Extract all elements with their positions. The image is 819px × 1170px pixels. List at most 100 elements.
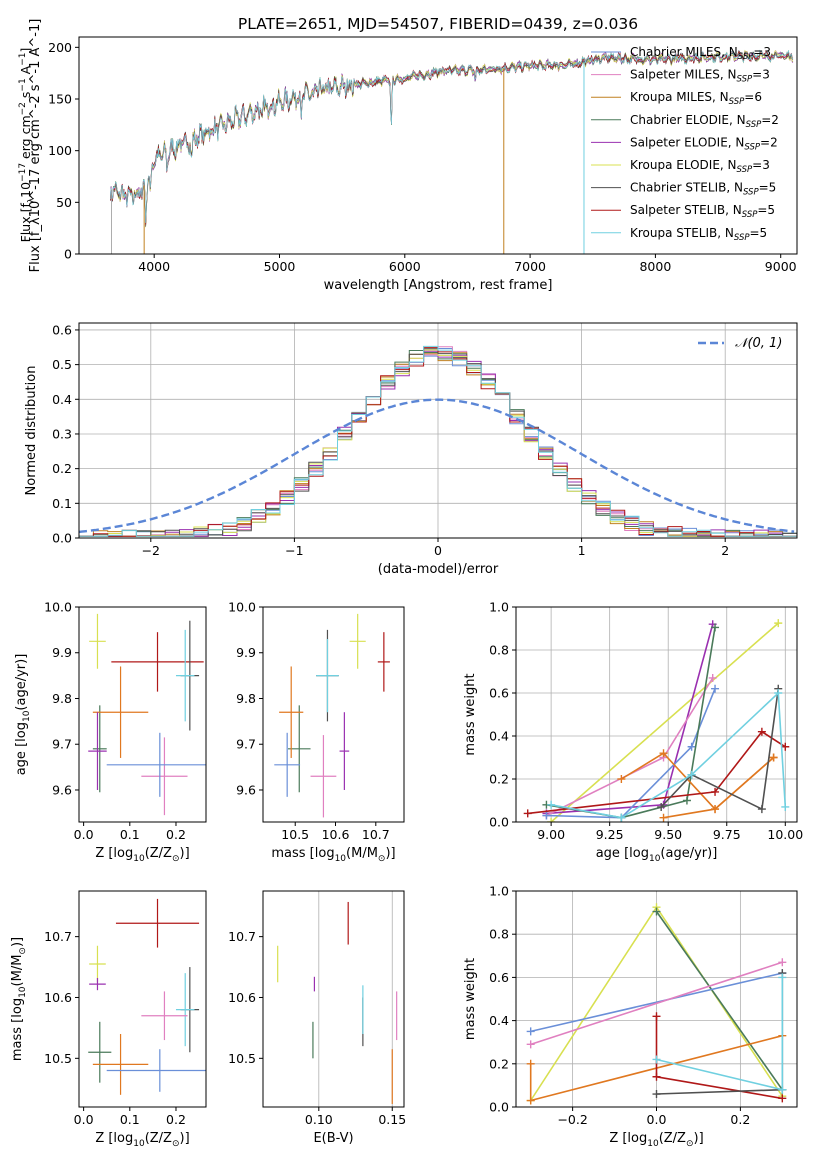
x-tick-label: 0.2 xyxy=(166,1112,186,1127)
y-tick-label: 10.5 xyxy=(228,1051,256,1066)
y-tick-label: 10.5 xyxy=(44,1051,72,1066)
y-tick-label: 1.0 xyxy=(489,884,509,899)
y-tick-label: 0.8 xyxy=(489,643,509,658)
x-tick-label: −2 xyxy=(142,543,160,558)
weight-vs-metallicity-panel: −0.2 0.0 0.2 0.0 0.2 0.4 0.6 0.8 1.0 Z [log10(Z/Z… xyxy=(463,884,798,1149)
y-axis-label: mass weight xyxy=(463,673,478,755)
series-marker xyxy=(778,958,787,967)
series-line xyxy=(546,627,716,819)
errorbar-point xyxy=(175,629,195,722)
legend-entry: Salpeter MILES, NSSP=3 xyxy=(630,68,770,85)
errorbar-point xyxy=(115,898,200,948)
plot-area xyxy=(88,898,206,1095)
series-marker xyxy=(708,673,717,682)
legend-entry: Kroupa MILES, NSSP=6 xyxy=(630,90,762,107)
x-tick-label: 0.2 xyxy=(730,1112,750,1127)
errorbar-point xyxy=(88,712,107,790)
series-marker xyxy=(547,818,556,822)
y-tick-label: 100 xyxy=(48,143,72,158)
x-tick-label: 10.5 xyxy=(281,827,309,842)
y-axis-label: Flux [f_λ10^-17 erg cm^-2 s^-1 A^-1] xyxy=(28,19,43,273)
series-marker xyxy=(652,1090,661,1099)
spectrum-line xyxy=(110,50,794,226)
errorbar-point xyxy=(111,632,204,692)
x-tick-label: −0.2 xyxy=(557,1112,587,1127)
axis-label: age [log10(age/yr)] xyxy=(14,654,32,776)
x-tick-label: 9000 xyxy=(765,259,797,274)
x-tick-label: 0.1 xyxy=(120,827,140,842)
axes-frame xyxy=(78,606,207,823)
y-tick-label: 9.8 xyxy=(52,691,72,706)
errorbar-point xyxy=(310,735,337,818)
series-marker xyxy=(657,802,666,811)
series-marker xyxy=(542,811,551,820)
axis-label: mass [log10(M/M⊙)] xyxy=(271,846,395,864)
x-axis-label: (data-model)/error xyxy=(378,562,499,577)
series-marker xyxy=(659,749,668,758)
x-tick-label: 0.0 xyxy=(74,827,94,842)
plot-area xyxy=(110,49,794,254)
series-marker xyxy=(652,1012,661,1021)
series-line xyxy=(656,973,784,1095)
axes-frame xyxy=(78,36,798,255)
series-marker xyxy=(652,907,661,916)
series-marker xyxy=(682,796,691,805)
plot-area xyxy=(277,901,398,1104)
plot-area xyxy=(274,613,390,818)
x-tick-label: 5000 xyxy=(264,259,296,274)
y-tick-label: 0 xyxy=(64,247,72,262)
y-tick-label: 0.2 xyxy=(489,1056,509,1071)
series-marker xyxy=(711,684,720,693)
x-tick-label: 10.00 xyxy=(767,827,803,842)
y-tick-label: 9.9 xyxy=(236,645,256,660)
residual-histogram-panel: −2 −1 0 1 2 0.0 0.1 0.2 0.3 0.4 0.5 0.6 (data-model)… xyxy=(24,322,798,577)
errorbar-point xyxy=(141,737,188,816)
y-tick-label: 200 xyxy=(48,40,72,55)
legend-entry: Chabrier MILES, NSSP=3 xyxy=(630,45,771,62)
series-marker xyxy=(526,1096,535,1105)
y-axis-label: Normed distribution xyxy=(24,366,39,496)
x-tick-label: 10.6 xyxy=(322,827,350,842)
errorbar-point xyxy=(141,991,188,1041)
x-tick-label: 0.2 xyxy=(166,827,186,842)
legend-entry: 𝒩(0, 1) xyxy=(735,336,782,351)
errorbar-point xyxy=(316,639,339,713)
series-line xyxy=(660,688,780,811)
x-tick-label: 4000 xyxy=(138,259,170,274)
axes-frame xyxy=(515,606,798,823)
y-tick-label: 0.6 xyxy=(489,686,509,701)
y-tick-label: 0.6 xyxy=(52,322,72,337)
figure-title: PLATE=2651, MJD=54507, FIBERID=0439, z=0… xyxy=(238,15,638,33)
series-marker xyxy=(687,770,696,779)
y-tick-label: 0.4 xyxy=(489,729,509,744)
errorbar-point xyxy=(279,666,304,758)
errorbar-point xyxy=(92,1033,149,1095)
series-marker xyxy=(711,787,720,796)
y-tick-label: 150 xyxy=(48,92,72,107)
y-tick-label: 9.6 xyxy=(236,782,256,797)
axes-frame xyxy=(78,890,207,1108)
y-tick-label: 0.2 xyxy=(52,461,72,476)
legend-entry: Salpeter ELODIE, NSSP=2 xyxy=(630,135,778,152)
series-marker xyxy=(781,742,790,751)
y-tick-label: 0.6 xyxy=(489,970,509,985)
series-line xyxy=(655,1016,783,1100)
gaussian-curve xyxy=(79,398,795,534)
plot-area xyxy=(88,613,206,816)
x-tick-label: 0.0 xyxy=(647,1112,667,1127)
errorbar-point xyxy=(175,973,195,1047)
x-tick-label: 9.50 xyxy=(654,827,682,842)
legend-entry: Chabrier ELODIE, NSSP=2 xyxy=(630,113,779,130)
series-marker xyxy=(774,619,783,628)
series-marker xyxy=(652,1072,661,1081)
errorbar-point xyxy=(106,1049,206,1092)
series-marker xyxy=(778,1085,787,1094)
series-line xyxy=(655,911,783,1091)
plot-area xyxy=(523,619,790,822)
weight-vs-age-panel: 9.00 9.25 9.50 9.75 10.00 0.0 0.2 0.4 0.6 0.8 1.0 a… xyxy=(463,600,803,865)
y-axis-label: Flux [fλ10−17 erg cm−2 s−1 A−1] xyxy=(18,48,37,243)
series-marker xyxy=(778,1094,787,1103)
x-tick-label: 0.0 xyxy=(74,1112,94,1127)
y-tick-label: 0.8 xyxy=(489,927,509,942)
